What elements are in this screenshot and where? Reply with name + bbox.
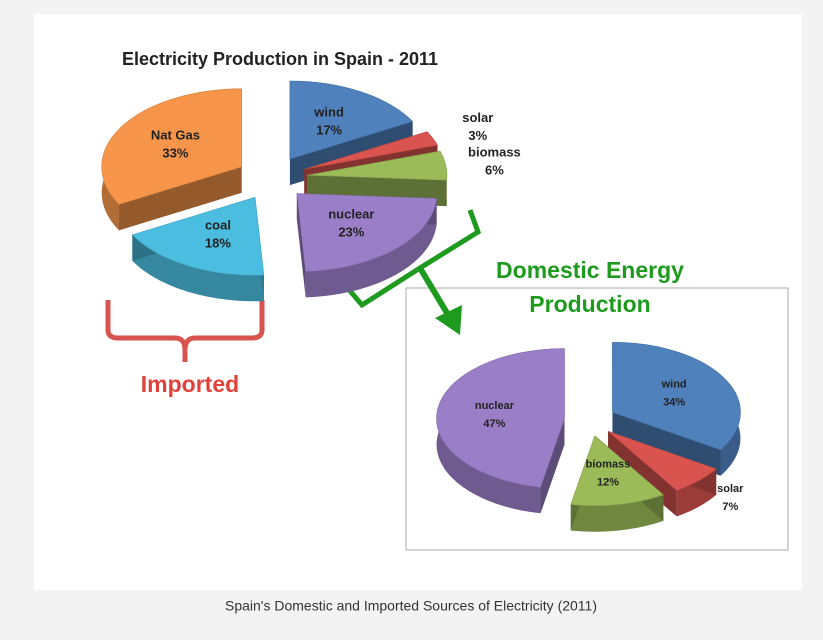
value-label: 17% <box>316 123 342 138</box>
category-label: solar <box>717 483 744 495</box>
chart-title: Domestic Energy Production <box>496 257 684 317</box>
category-label: coal <box>205 217 231 232</box>
caption: Spain's Domestic and Imported Sources of… <box>225 598 597 614</box>
pie-slice <box>436 348 565 488</box>
category-label: wind <box>661 379 687 391</box>
data-labels: wind 17% solar 3%biomass 6% nuclear 23% coal 18%… <box>151 105 521 251</box>
pie-slice <box>607 431 717 491</box>
value-label: 7% <box>722 501 738 513</box>
value-label: 34% <box>663 397 685 409</box>
pie-slice <box>612 341 741 451</box>
slices <box>101 80 448 276</box>
category-label: Nat Gas <box>151 127 200 142</box>
pie-slice <box>101 88 243 205</box>
inset-frame <box>405 287 789 551</box>
slice-wall <box>296 193 306 298</box>
imported-bracket <box>105 300 265 362</box>
slice-wall <box>612 412 721 476</box>
annotation: Imported <box>141 371 239 397</box>
category-label: solar <box>462 110 493 125</box>
value-label: 47% <box>483 418 505 430</box>
value-label: 18% <box>205 235 231 250</box>
chart-title: Electricity Production in Spain - 2011 <box>122 49 438 69</box>
value-label: 6% <box>485 162 504 177</box>
pie-slice <box>296 193 437 272</box>
pie-slice <box>131 196 265 276</box>
arrow-shaft <box>417 266 453 320</box>
value-label: 12% <box>597 476 619 488</box>
slice-side <box>132 234 264 302</box>
pie-slice <box>289 80 414 160</box>
category-label: biomass <box>468 144 521 159</box>
value-label: 3% <box>468 128 487 143</box>
pie-slice <box>306 150 448 181</box>
pie-slice <box>570 435 664 507</box>
slices <box>436 341 741 507</box>
arrow-head <box>435 305 462 335</box>
category-label: wind <box>313 105 344 120</box>
value-label: 23% <box>338 224 364 239</box>
pie-slice <box>304 131 438 170</box>
slice-wall <box>540 418 565 514</box>
category-label: nuclear <box>475 400 515 412</box>
slice-side <box>570 494 664 532</box>
slice-wall <box>119 166 242 231</box>
value-label: 33% <box>162 145 188 160</box>
category-label: biomass <box>586 458 631 470</box>
slice-side <box>305 198 437 298</box>
category-label: nuclear <box>328 206 374 221</box>
data-labels: wind 34% solar 7% biomass 12% nuclear 47% <box>475 379 744 513</box>
